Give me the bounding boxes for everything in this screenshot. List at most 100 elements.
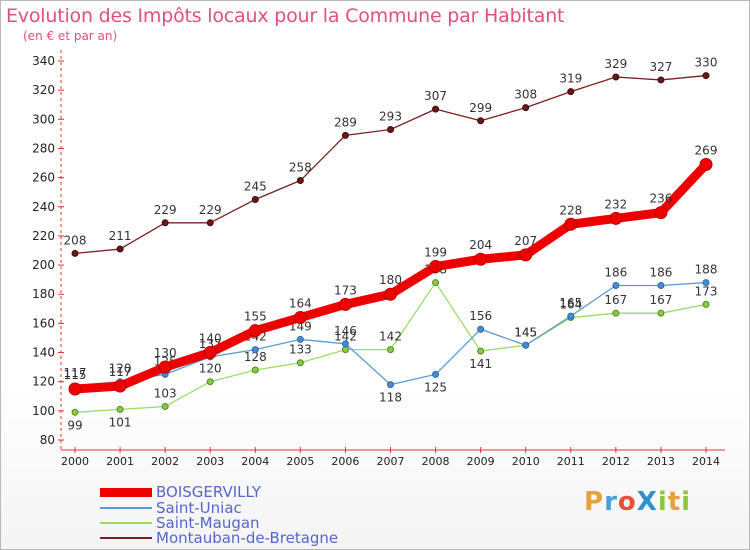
data-label: 299: [469, 101, 492, 115]
data-point: [387, 126, 394, 134]
data-label: 229: [154, 203, 177, 217]
data-point: [567, 312, 575, 320]
data-point: [206, 378, 214, 386]
data-point: [71, 249, 79, 257]
y-tick-label: 220: [32, 229, 55, 243]
y-tick-label: 80: [40, 433, 55, 447]
data-point: [293, 311, 307, 325]
data-point: [612, 73, 620, 81]
data-label: 208: [64, 233, 87, 247]
legend-label: Montauban-de-Bretagne: [156, 529, 338, 547]
y-tick-label: 300: [32, 112, 55, 126]
y-tick-label: 240: [32, 200, 55, 214]
x-tick-label: 2000: [61, 455, 89, 468]
data-label: 173: [695, 284, 718, 298]
y-tick-label: 260: [32, 171, 55, 185]
data-point: [251, 366, 259, 374]
data-point: [702, 72, 710, 80]
data-point: [522, 104, 530, 112]
data-label: 188: [695, 263, 718, 277]
data-point: [432, 105, 440, 113]
x-tick-label: 2003: [196, 455, 224, 468]
x-tick-label: 2013: [647, 455, 675, 468]
x-tick-label: 2006: [331, 455, 359, 468]
data-label: 125: [424, 380, 447, 394]
data-point: [429, 260, 443, 274]
logo-letter: i: [681, 487, 692, 517]
data-point: [702, 279, 710, 287]
x-tick-label: 2010: [512, 455, 540, 468]
data-point: [68, 382, 82, 396]
data-label: 307: [424, 89, 447, 103]
legend-swatch: [100, 488, 152, 497]
logo-letter: i: [657, 487, 668, 517]
data-point: [387, 346, 394, 354]
data-point: [522, 341, 530, 349]
data-label: 232: [604, 197, 627, 211]
data-label: 145: [514, 325, 537, 339]
data-label: 289: [334, 115, 357, 129]
data-label: 146: [334, 324, 357, 338]
data-point: [612, 281, 620, 289]
data-point: [71, 408, 79, 416]
data-label: 156: [469, 309, 492, 323]
data-label: 167: [604, 293, 627, 307]
data-point: [341, 346, 349, 354]
data-label: 258: [289, 161, 312, 175]
data-label: 142: [379, 330, 402, 344]
data-label: 228: [559, 203, 582, 217]
y-tick-label: 200: [32, 258, 55, 272]
y-tick-label: 160: [32, 316, 55, 330]
data-point: [657, 76, 665, 84]
x-tick-label: 2002: [151, 455, 179, 468]
data-point: [477, 347, 485, 355]
data-label: 164: [289, 297, 312, 311]
data-point: [609, 211, 623, 225]
data-point: [296, 177, 304, 185]
data-label: 167: [649, 293, 672, 307]
data-label: 142: [334, 330, 357, 344]
data-label: 236: [649, 192, 672, 206]
data-point: [477, 117, 485, 125]
data-label: 308: [514, 88, 537, 102]
data-label: 211: [109, 229, 132, 243]
data-point: [341, 131, 349, 139]
data-point: [612, 309, 620, 317]
logo-letter: t: [667, 487, 682, 517]
data-point: [251, 346, 259, 354]
chart-title: Evolution des Impôts locaux pour la Comm…: [6, 5, 565, 27]
data-point: [699, 157, 713, 171]
data-point: [702, 300, 710, 308]
y-tick-label: 280: [32, 141, 55, 155]
x-tick-label: 2001: [106, 455, 134, 468]
data-label: 186: [604, 265, 627, 279]
data-point: [251, 195, 259, 203]
data-point: [161, 402, 169, 410]
data-label: 115: [64, 368, 87, 382]
logo-letter: P: [584, 487, 605, 517]
data-point: [387, 381, 394, 389]
data-label: 180: [379, 273, 402, 287]
data-point: [341, 340, 349, 348]
data-point: [477, 325, 485, 333]
data-label: 319: [559, 72, 582, 86]
data-label: 293: [379, 110, 402, 124]
x-tick-label: 2011: [557, 455, 585, 468]
data-point: [116, 245, 124, 253]
y-tick-label: 100: [32, 404, 55, 418]
data-label: 173: [334, 283, 357, 297]
logo-letter: r: [604, 487, 618, 517]
data-point: [384, 287, 397, 301]
data-label: 186: [649, 265, 672, 279]
x-tick-label: 2007: [377, 455, 405, 468]
x-tick-label: 2008: [422, 455, 450, 468]
y-tick-label: 340: [32, 54, 55, 68]
data-point: [567, 88, 575, 96]
logo-letter: X: [636, 487, 658, 517]
data-label: 204: [469, 238, 492, 252]
data-label: 229: [199, 203, 222, 217]
data-label: 117: [64, 366, 87, 380]
data-label: 103: [154, 386, 177, 400]
